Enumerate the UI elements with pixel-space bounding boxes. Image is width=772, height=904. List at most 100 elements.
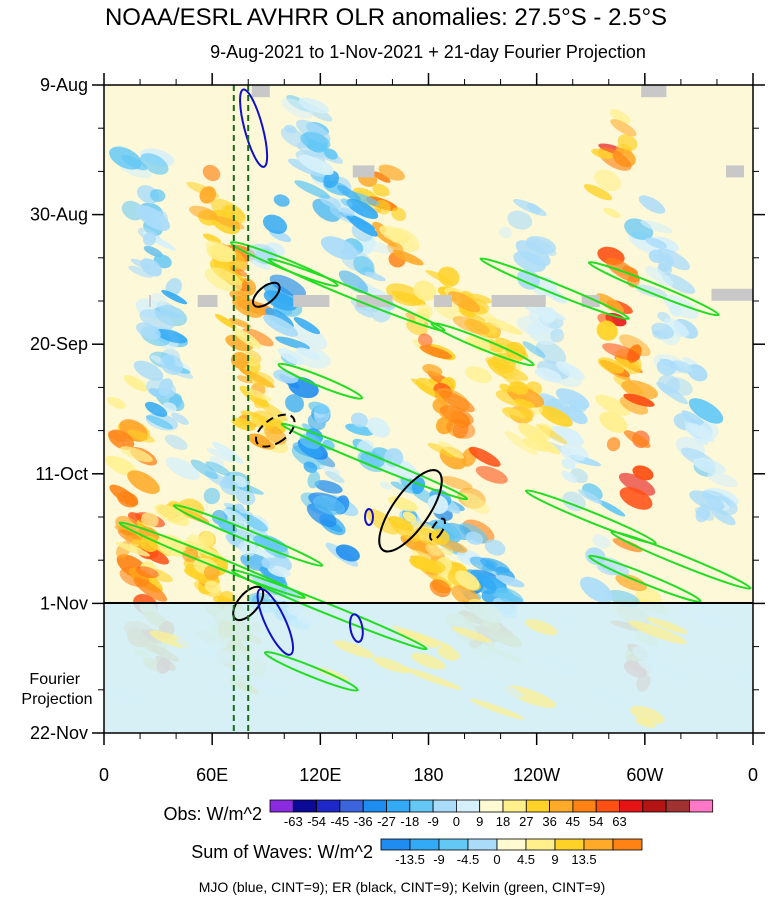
anomaly-patch-185 (335, 544, 360, 562)
anomaly-patch-682 (504, 431, 538, 456)
anomaly-patch-383 (495, 587, 524, 605)
anomaly-patch-708 (425, 269, 454, 285)
kelvin-contour-6 (280, 422, 469, 501)
projection-patch-14 (451, 626, 492, 643)
anomaly-patch-76 (156, 301, 183, 321)
projection-patch-29 (372, 656, 409, 674)
anomaly-patch-58 (143, 246, 163, 257)
anomaly-patch-515 (597, 499, 626, 517)
anomaly-patch-197 (277, 347, 304, 366)
anomaly-patch-480 (596, 320, 618, 341)
anomaly-patch-479 (597, 357, 625, 374)
anomaly-patch-193 (303, 461, 318, 474)
projection-patch-22 (628, 620, 687, 644)
anomaly-patch-102 (162, 402, 177, 413)
anomaly-patch-502 (592, 534, 611, 549)
obs-colorbar-level-0: -63 (284, 814, 303, 829)
obs-colorbar: -63 -54 -45 -36 -27 -18 -9 0 9 18 27 36 45 54 63 (269, 799, 714, 829)
anomaly-patch-106 (158, 378, 173, 396)
projection-label: Fourier Projection (21, 671, 92, 708)
anomaly-patch-91 (165, 277, 182, 297)
anomaly-patch-155 (264, 425, 287, 445)
obs-colorbar-swatch-9 (479, 799, 504, 813)
anomaly-patch-464 (623, 430, 651, 448)
obs-colorbar-swatch-1 (292, 799, 317, 813)
missing-block-10 (726, 165, 744, 178)
x-tick-label-0: 0 (99, 765, 109, 785)
anomaly-patch-705 (519, 406, 535, 419)
legend-note: MJO (blue, CINT=9); ER (black, CINT=9); … (199, 879, 606, 895)
anomaly-patch-767 (154, 504, 190, 527)
obs-colorbar-level-14: 63 (612, 814, 626, 829)
waves-colorbar-swatch-4 (496, 838, 527, 851)
obs-colorbar-level-8: 9 (476, 814, 483, 829)
anomaly-patch-458 (605, 257, 640, 283)
anomaly-patch-269 (438, 441, 465, 459)
projection-patch-21 (391, 625, 453, 649)
projection-patch-20 (590, 688, 631, 709)
anomaly-patch-143 (245, 388, 272, 402)
anomaly-patch-373 (469, 556, 496, 572)
waves-colorbar-level-1: -9 (433, 852, 445, 867)
anomaly-patch-159 (189, 205, 218, 221)
er-contour-3 (429, 517, 446, 541)
anomaly-patch-312 (287, 158, 325, 177)
obs-colorbar-swatch-4 (362, 799, 387, 813)
anomaly-patch-151 (232, 327, 262, 349)
anomaly-patch-602 (685, 423, 714, 442)
anomaly-patch-481 (622, 266, 639, 275)
anomaly-patch-263 (372, 183, 390, 197)
anomaly-patch-335 (390, 481, 417, 494)
waves-colorbar-level-0: -13.5 (395, 852, 425, 867)
obs-colorbar-level-2: -45 (331, 814, 350, 829)
obs-colorbar-swatch-7 (432, 799, 457, 813)
anomaly-patch-182 (275, 336, 310, 350)
waves-colorbar-swatch-6 (554, 838, 585, 851)
anomaly-patch-537 (596, 563, 617, 576)
anomaly-patch-765 (203, 564, 220, 581)
anomaly-patch-474 (603, 207, 621, 218)
projection-patch-18 (205, 680, 248, 698)
anomaly-patch-298 (280, 127, 308, 148)
anomaly-patch-457 (594, 169, 622, 192)
anomaly-patch-501 (499, 226, 512, 239)
anomaly-patch-368 (350, 412, 369, 428)
anomaly-patch-740 (184, 567, 205, 580)
missing-block-2 (293, 295, 330, 307)
anomaly-patch-541 (559, 428, 584, 446)
anomaly-patch-623 (209, 456, 225, 468)
mjo-contour-3 (364, 508, 374, 526)
waves-colorbar-swatch-2 (438, 838, 469, 851)
obs-colorbar-swatch-10 (502, 799, 527, 813)
mjo-contour-2 (349, 613, 364, 643)
x-tick-label-3: 180 (413, 765, 443, 785)
kelvin-contour-7 (524, 489, 657, 545)
anomaly-patch-428 (410, 549, 432, 561)
anomaly-patch-599 (710, 507, 736, 526)
anomaly-patch-21 (106, 396, 126, 409)
anomaly-patch-528 (597, 556, 630, 577)
anomaly-patch-588 (693, 458, 726, 475)
anomaly-patch-75 (149, 189, 166, 202)
anomaly-patch-117 (214, 313, 237, 329)
anomaly-patch-293 (346, 198, 379, 219)
kelvin-contour-3 (479, 257, 630, 321)
anomaly-patch-530 (516, 315, 550, 336)
anomaly-patch-597 (645, 266, 674, 287)
anomaly-patch-321 (323, 170, 339, 189)
obs-colorbar-swatch-15 (619, 799, 644, 813)
anomaly-patch-47 (115, 541, 150, 557)
anomaly-patch-465 (599, 411, 628, 433)
anomaly-patch-311 (323, 148, 338, 160)
obs-colorbar-swatch-6 (409, 799, 434, 813)
x-tick-label-5: 60W (626, 765, 663, 785)
anomaly-patch-192 (306, 503, 337, 527)
anomaly-patch-309 (298, 97, 329, 114)
anomaly-patch-494 (602, 343, 640, 361)
anomaly-patch-174 (324, 471, 345, 484)
y-axis: 9-Aug 30-Aug 20-Sep 11-Oct 1-Nov 22-Nov (30, 75, 765, 743)
projection-patch-36 (469, 698, 525, 720)
projection-patch-7 (630, 705, 665, 724)
anomaly-patch-703 (448, 291, 481, 313)
